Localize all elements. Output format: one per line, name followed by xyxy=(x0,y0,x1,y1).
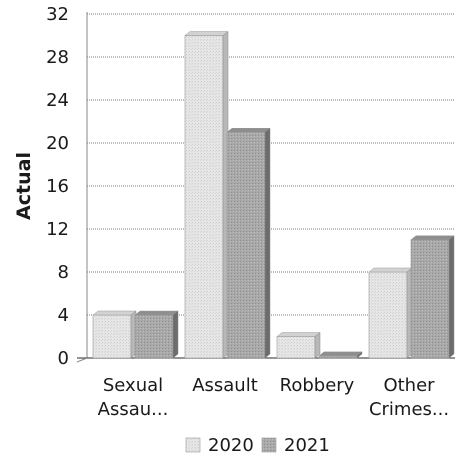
y-tick-label: 8 xyxy=(58,262,69,283)
bar-side xyxy=(172,310,179,359)
x-tick-label: Assau... xyxy=(98,399,169,420)
legend-swatch xyxy=(261,437,277,453)
x-tick-label: Crimes... xyxy=(369,399,449,420)
bar-side xyxy=(448,235,455,359)
bar-side xyxy=(264,127,271,359)
x-tick-label: Sexual xyxy=(103,375,163,396)
bars xyxy=(92,30,455,359)
legend-swatch xyxy=(185,437,201,453)
y-tick-label: 20 xyxy=(46,133,69,154)
x-tick-label: Other xyxy=(383,375,435,396)
legend-label: 2020 xyxy=(208,435,254,456)
bar xyxy=(226,127,271,359)
bar-top xyxy=(318,351,363,357)
y-tick-label: 28 xyxy=(46,47,69,68)
bar xyxy=(318,351,363,359)
x-tick-label: Assault xyxy=(192,375,258,396)
bar-front xyxy=(134,314,174,359)
bar-top xyxy=(134,310,179,316)
x-tick-label: Robbery xyxy=(280,375,355,396)
bar xyxy=(134,310,179,359)
y-tick-label: 4 xyxy=(58,305,69,326)
legend: 2020 2021 xyxy=(185,435,330,456)
legend-label: 2021 xyxy=(284,435,330,456)
bar xyxy=(368,267,413,359)
y-tick-label: 24 xyxy=(46,90,69,111)
legend-item: 2021 xyxy=(261,435,330,456)
bar-top xyxy=(184,31,229,36)
bar xyxy=(410,235,455,359)
bar-front xyxy=(226,131,266,359)
axis-labels: 0 4 8 12 16 20 24 28 32 Actual Sexual Assau... Assau… xyxy=(13,4,449,420)
bar-front xyxy=(318,355,358,359)
bar xyxy=(184,30,229,359)
bar-top xyxy=(276,332,321,337)
bar-top xyxy=(368,267,413,273)
bar-front xyxy=(92,314,132,359)
legend-item: 2020 xyxy=(185,435,254,456)
y-axis-title: Actual xyxy=(13,152,35,220)
y-tick-label: 32 xyxy=(46,4,69,25)
y-tick-label: 0 xyxy=(58,348,69,369)
axis-depth-line xyxy=(76,357,88,363)
y-tick-label: 12 xyxy=(46,219,69,240)
bar xyxy=(276,331,321,359)
bar-top xyxy=(410,235,455,240)
bar-front xyxy=(410,239,450,359)
bar-front xyxy=(368,271,408,359)
bar-front xyxy=(184,35,224,359)
bar-front xyxy=(276,336,316,359)
bar-top xyxy=(226,128,271,133)
bar-side xyxy=(356,351,363,359)
bar-top xyxy=(92,310,137,316)
bar xyxy=(92,310,137,359)
bar-side xyxy=(314,331,321,359)
y-tick-label: 16 xyxy=(46,176,69,197)
